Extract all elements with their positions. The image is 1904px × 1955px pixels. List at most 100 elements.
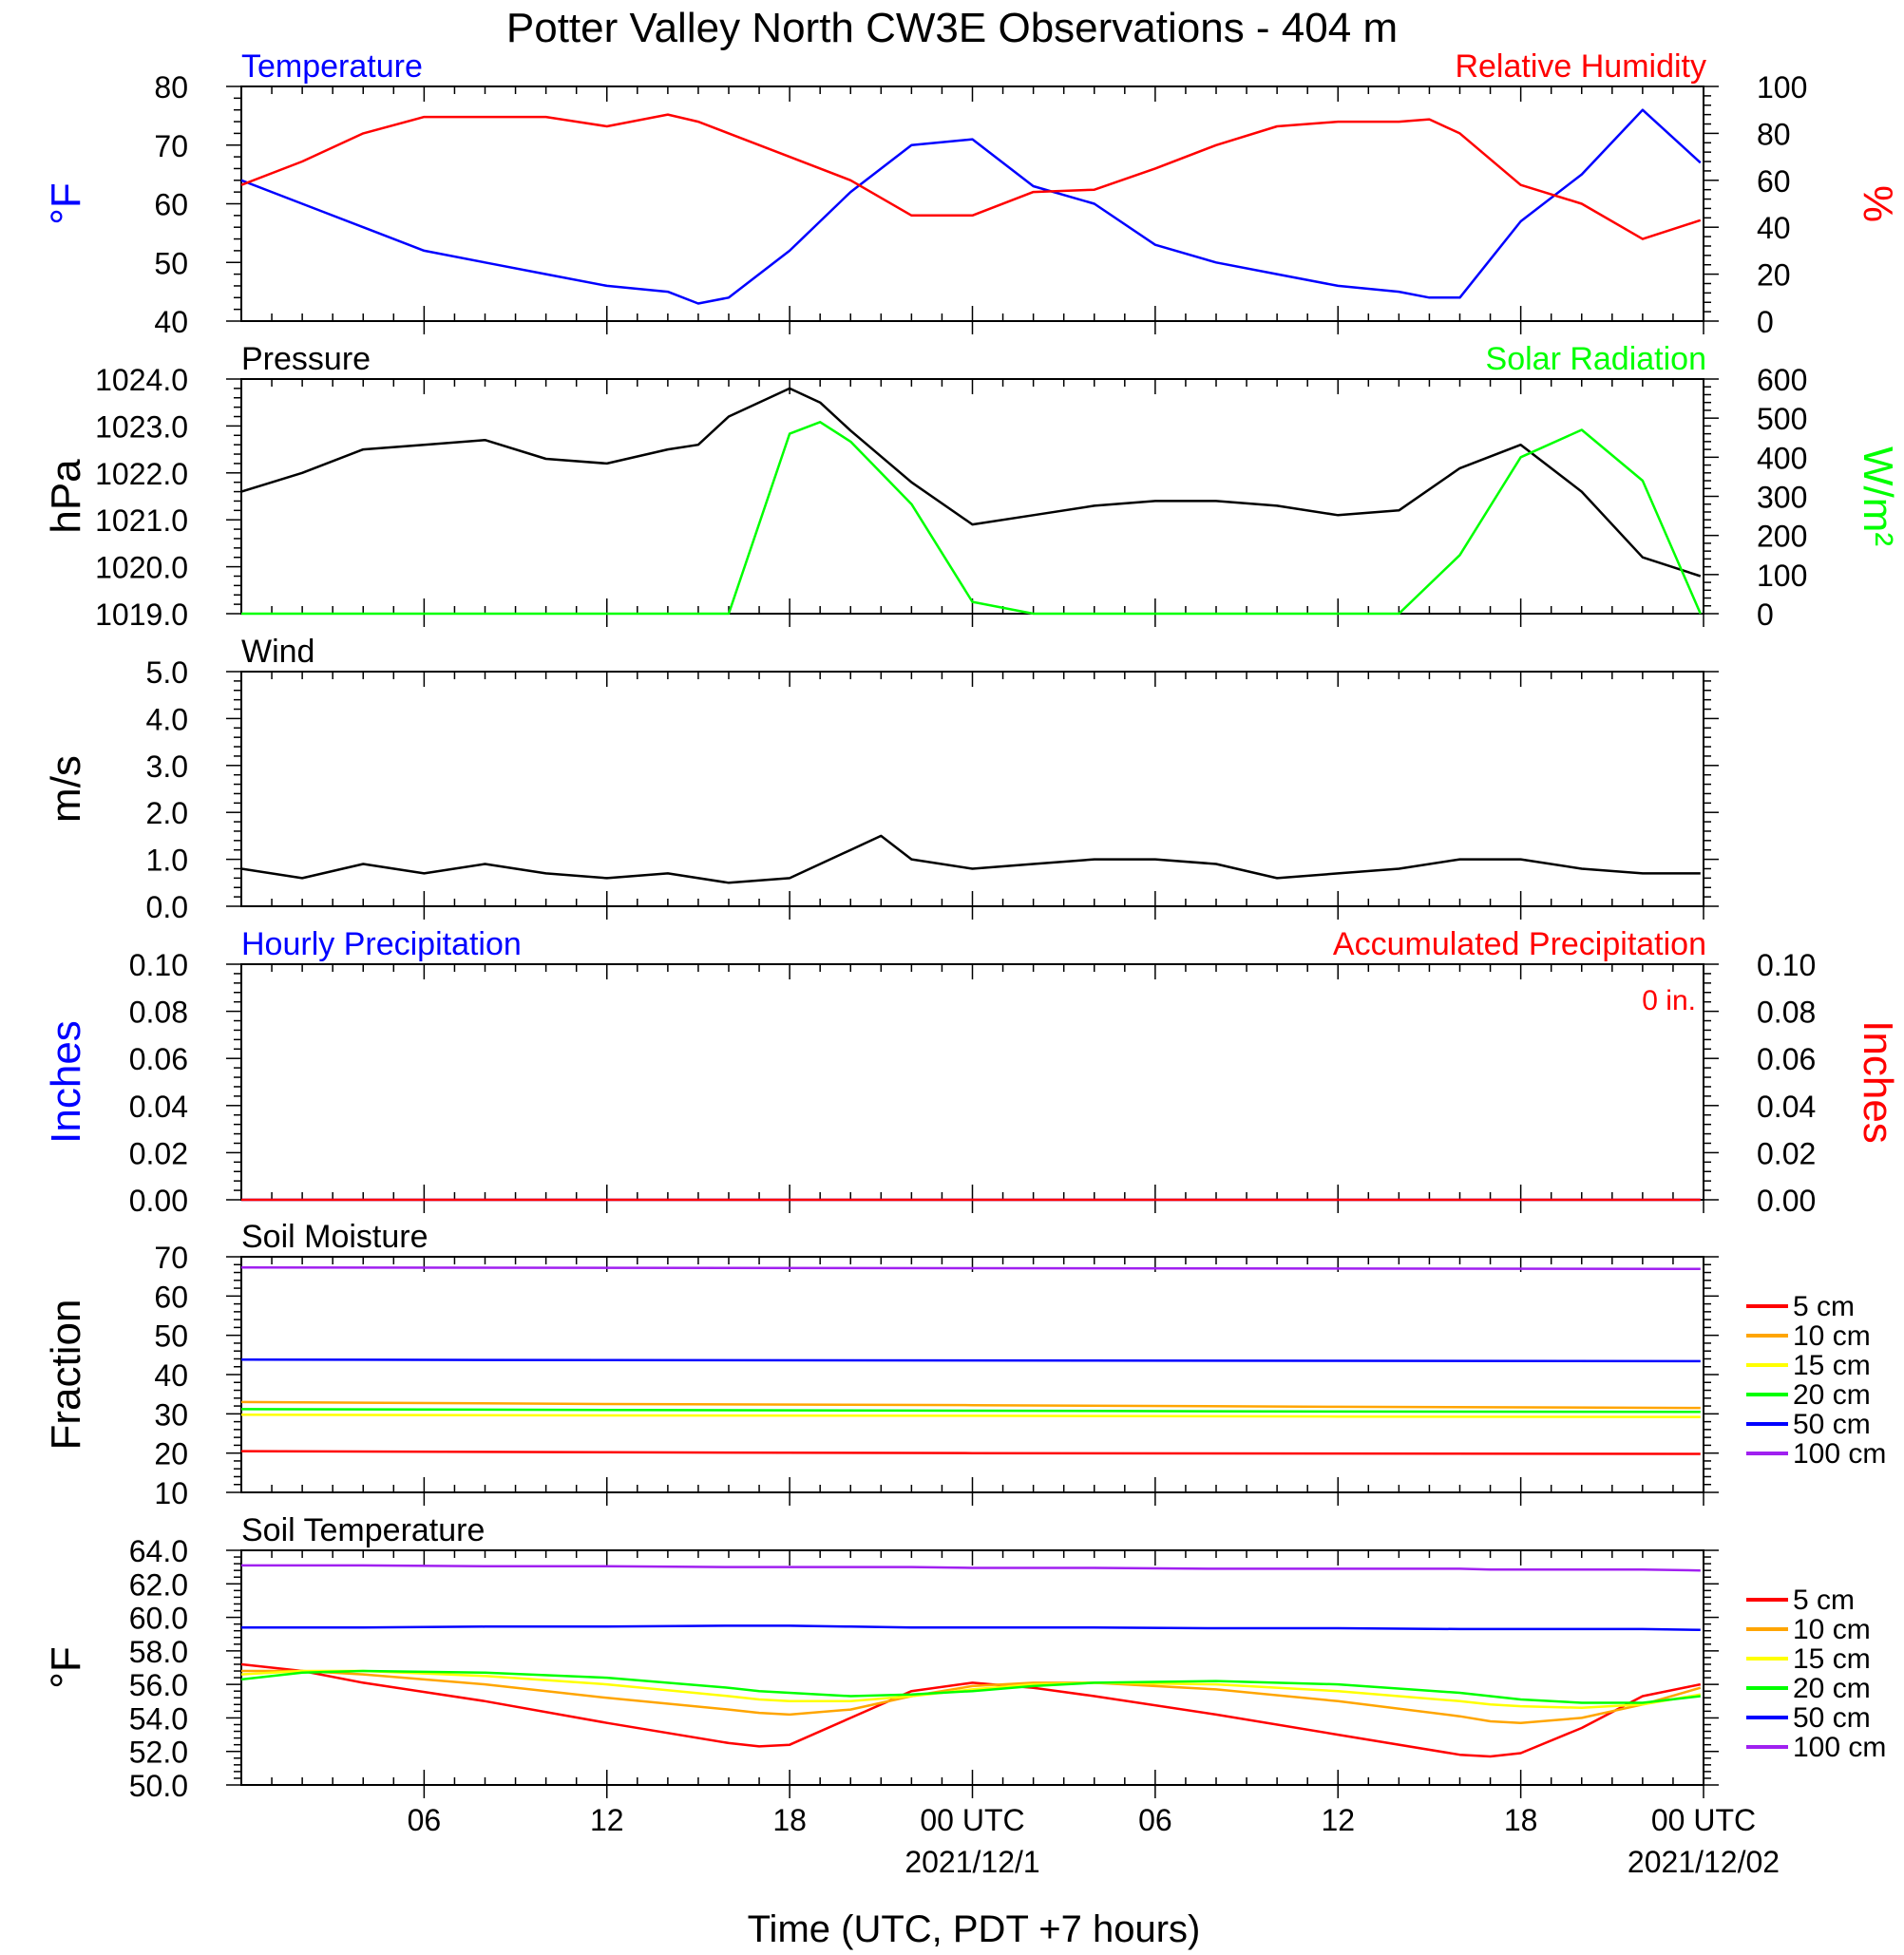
panel-annotation: 0 in.: [1642, 985, 1696, 1016]
y-tick-label: 20: [154, 1437, 188, 1471]
panel-frame: [240, 85, 1704, 322]
y-tick-label: 10: [154, 1476, 188, 1510]
series-line-50-cm: [241, 1624, 1701, 1632]
y-tick-label: 0.0: [146, 890, 188, 924]
legend-label: 10 cm: [1793, 1320, 1871, 1352]
panel-title-left: Temperature: [241, 48, 423, 85]
series-line-5-cm: [240, 1450, 1701, 1455]
y-tick-label: 62.0: [129, 1567, 188, 1602]
y-tick-label-right: 0.00: [1757, 1184, 1816, 1218]
series-line-5-cm: [240, 1662, 1702, 1758]
x-axis: 06 12 18 00 UTC 06 12 18 00 UTC 2021/12/1 2021/12…: [408, 1803, 1780, 1879]
y-tick-label: 60: [154, 1280, 188, 1314]
y-tick-label-right: 40: [1757, 211, 1791, 245]
y-tick-label-right: 0.06: [1757, 1042, 1816, 1076]
panel-1: 80 70 60 50 40 100 80 60 40 20 0 Temperature Relativ…: [43, 48, 1901, 339]
series-line-100-cm: [240, 1265, 1701, 1271]
panel-title-left: Wind: [241, 634, 314, 670]
y-tick-label-right: 0: [1757, 305, 1774, 339]
y-tick-label: 70: [154, 129, 188, 163]
y-tick-label-right: 600: [1757, 363, 1807, 397]
y-tick-label: 1019.0: [95, 598, 188, 632]
x-tick-label: 18: [1504, 1803, 1538, 1837]
y-tick-label: 1.0: [146, 844, 188, 878]
panel-frame: [240, 1256, 1704, 1493]
y-tick-label: 30: [154, 1397, 188, 1432]
series-line-solar-radiation: [241, 421, 1702, 616]
legend-label: 50 cm: [1793, 1702, 1871, 1734]
y-tick-label-right: 0: [1757, 598, 1774, 632]
panel-4: 0.10 0.08 0.06 0.04 0.02 0.00 0.10 0.08 0.06 0.04…: [43, 926, 1901, 1218]
y-tick-label: 40: [154, 1358, 188, 1393]
legend-label: 5 cm: [1793, 1585, 1855, 1616]
y-tick-label: 1024.0: [95, 363, 188, 397]
y-tick-label: 80: [154, 70, 188, 104]
y-axis-label-left: Fraction: [43, 1300, 89, 1451]
panel-frame: [240, 378, 1704, 615]
legend-label: 100 cm: [1793, 1438, 1886, 1470]
x-tick-label: 18: [772, 1803, 807, 1837]
x-tick-label: 06: [1138, 1803, 1172, 1837]
y-tick-label: 60: [154, 188, 188, 222]
y-tick-label: 54.0: [129, 1701, 188, 1736]
chart-title: Potter Valley North CW3E Observations - …: [506, 5, 1398, 51]
y-tick-label-right: 400: [1757, 441, 1807, 475]
y-tick-label-right: 0.04: [1757, 1090, 1816, 1124]
panel-3: 5.0 4.0 3.0 2.0 1.0 0.0 Wind m/s: [43, 634, 1719, 924]
legend-label: 100 cm: [1793, 1732, 1886, 1763]
y-tick-label: 1023.0: [95, 409, 188, 444]
y-tick-label: 1022.0: [95, 457, 188, 491]
x-tick-label: 12: [590, 1803, 624, 1837]
y-tick-label: 0.10: [129, 948, 188, 982]
legend-label: 15 cm: [1793, 1350, 1871, 1381]
y-tick-label: 0.06: [129, 1042, 188, 1076]
y-axis-label-right: %: [1855, 185, 1901, 222]
y-tick-label-right: 500: [1757, 402, 1807, 436]
x-tick-label: 12: [1321, 1803, 1355, 1837]
y-tick-label: 58.0: [129, 1635, 188, 1669]
y-tick-label: 0.00: [129, 1184, 188, 1218]
panel-frame: [240, 1549, 1704, 1786]
y-tick-label-right: 100: [1757, 559, 1807, 593]
series-line-20-cm: [240, 1408, 1701, 1414]
series-line-relative-humidity: [240, 113, 1702, 240]
y-tick-label-right: 20: [1757, 258, 1791, 293]
x-date-label: 2021/12/1: [904, 1845, 1039, 1879]
series-line-20-cm: [240, 1669, 1701, 1704]
panel-title-right: Solar Radiation: [1486, 341, 1706, 377]
legend-label: 5 cm: [1793, 1291, 1855, 1322]
y-axis-label-left: Inches: [43, 1020, 89, 1144]
series-line-50-cm: [240, 1358, 1701, 1363]
y-tick-label: 52.0: [129, 1736, 188, 1770]
y-tick-label-right: 0.08: [1757, 996, 1816, 1030]
y-axis-label-right: Inches: [1855, 1020, 1901, 1144]
y-axis-label-left: m/s: [43, 755, 89, 823]
y-tick-label: 50.0: [129, 1769, 188, 1803]
y-tick-label: 0.02: [129, 1136, 188, 1170]
legend-label: 50 cm: [1793, 1409, 1871, 1440]
x-axis-label: Time (UTC, PDT +7 hours): [748, 1908, 1201, 1950]
y-tick-label: 2.0: [146, 796, 188, 830]
panel-frame: [240, 671, 1704, 907]
panel-title-left: Soil Moisture: [241, 1219, 428, 1255]
panel-6: 64.062.060.058.056.054.052.050.0 Soil Tem…: [43, 1512, 1886, 1803]
y-tick-label-right: 80: [1757, 117, 1791, 151]
x-tick-label: 00 UTC: [1651, 1803, 1756, 1837]
legend-label: 10 cm: [1793, 1614, 1871, 1645]
y-tick-label-right: 0.02: [1757, 1136, 1816, 1170]
panel-title-left: Pressure: [241, 341, 371, 377]
x-tick-label: 06: [408, 1803, 442, 1837]
y-tick-label-right: 300: [1757, 481, 1807, 515]
panel-title-left: Soil Temperature: [241, 1512, 485, 1548]
x-tick-label: 00 UTC: [920, 1803, 1024, 1837]
series-line-15-cm: [240, 1669, 1702, 1710]
y-axis-label-left: hPa: [43, 459, 89, 534]
panel-title-right: Relative Humidity: [1455, 48, 1706, 85]
series-line-pressure: [240, 387, 1702, 578]
legend-label: 20 cm: [1793, 1673, 1871, 1704]
y-tick-label: 0.04: [129, 1090, 188, 1124]
y-tick-label: 5.0: [146, 655, 188, 690]
